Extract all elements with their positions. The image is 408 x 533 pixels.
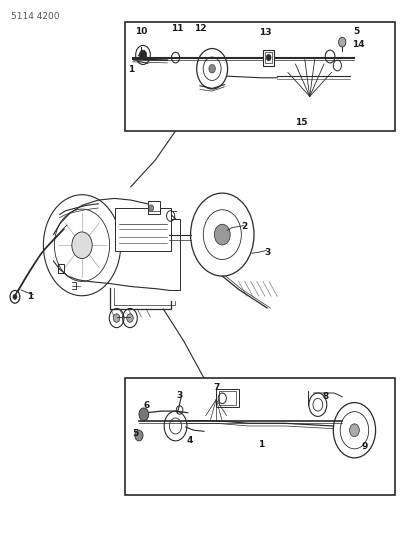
Bar bbox=[115, 208, 171, 251]
Text: 1: 1 bbox=[258, 440, 264, 449]
Text: 4: 4 bbox=[186, 437, 193, 446]
Circle shape bbox=[350, 424, 359, 437]
Text: 10: 10 bbox=[135, 27, 147, 36]
Circle shape bbox=[127, 314, 133, 322]
Circle shape bbox=[149, 205, 153, 211]
Text: 2: 2 bbox=[242, 222, 248, 231]
Text: 5: 5 bbox=[132, 430, 138, 439]
Text: 5114 4200: 5114 4200 bbox=[11, 12, 59, 21]
Text: 7: 7 bbox=[213, 383, 220, 392]
Circle shape bbox=[13, 294, 17, 300]
Text: 3: 3 bbox=[264, 248, 270, 257]
Circle shape bbox=[339, 37, 346, 47]
Bar bbox=[263, 50, 274, 66]
Text: 1: 1 bbox=[27, 292, 33, 301]
Bar bbox=[148, 201, 160, 214]
Text: 6: 6 bbox=[143, 401, 149, 410]
Circle shape bbox=[209, 64, 215, 73]
Bar bbox=[265, 52, 272, 63]
Circle shape bbox=[214, 224, 230, 245]
Text: 1: 1 bbox=[129, 66, 135, 74]
Circle shape bbox=[140, 50, 146, 60]
Text: 8: 8 bbox=[323, 392, 329, 401]
Text: 13: 13 bbox=[259, 28, 271, 37]
Text: 9: 9 bbox=[361, 442, 368, 451]
Circle shape bbox=[139, 408, 149, 421]
Bar bbox=[216, 389, 239, 407]
Circle shape bbox=[266, 54, 271, 61]
Bar bbox=[125, 22, 395, 131]
Text: 12: 12 bbox=[194, 25, 206, 34]
Circle shape bbox=[113, 314, 120, 322]
Text: 11: 11 bbox=[171, 25, 184, 34]
Circle shape bbox=[72, 232, 92, 259]
Text: 3: 3 bbox=[177, 391, 183, 400]
Text: 14: 14 bbox=[352, 40, 365, 49]
Circle shape bbox=[135, 430, 143, 441]
Text: 15: 15 bbox=[295, 118, 308, 127]
Text: 5: 5 bbox=[353, 27, 359, 36]
Bar bbox=[220, 391, 236, 405]
Bar bbox=[125, 378, 395, 495]
